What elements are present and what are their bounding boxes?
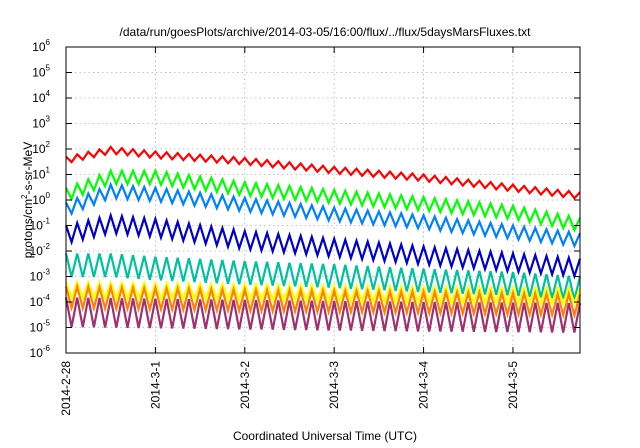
y-tick-label: 10-6 [30,344,51,360]
x-tick-label: 2014-3-4 [417,361,431,409]
series-line-8 [64,297,582,333]
y-tick-label: 106 [32,38,50,54]
y-tick-label: 104 [32,89,50,105]
x-tick-labels: 2014-2-28 2014-3-1 2014-3-2 2014-3-3 2014-3-… [59,361,520,416]
x-tick-label: 2014-3-5 [506,361,520,409]
axis-ticks [65,46,580,354]
x-tick-label: 2014-3-3 [327,361,341,409]
series-line-5 [64,253,582,300]
series-line-7 [64,282,582,320]
x-tick-label: 2014-2-28 [59,361,73,416]
x-tick-label: 2014-3-2 [238,361,252,409]
series-line-6 [64,279,582,307]
series-line-2 [65,167,582,233]
series-line-4 [64,211,582,280]
x-axis-label: Coordinated Universal Time (UTC) [233,429,417,443]
y-tick-label: 102 [32,140,50,156]
series-group [64,145,582,333]
x-tick-label: 2014-3-1 [148,361,162,409]
y-tick-label: 10-3 [30,268,51,284]
y-tick-label: 10-4 [30,293,51,309]
series-line-1 [65,145,581,201]
y-tick-label: 10-5 [30,319,51,335]
y-tick-label: 101 [32,166,50,182]
y-tick-label: 10-2 [30,242,51,258]
y-tick-label: 10-1 [30,217,51,233]
y-axis-label: protons/cm2-s-sr-MeV [20,142,35,258]
chart-title: /data/run/goesPlots/archive/2014-03-05/1… [120,25,532,39]
y-tick-label: 105 [32,64,50,80]
grid [66,47,580,353]
y-tick-label: 103 [32,115,50,131]
series-line-3 [65,181,582,249]
y-tick-label: 100 [32,191,50,207]
y-tick-labels: 10-6 10-5 10-4 10-3 10-2 10-1 100 101 102 103 104 1… [30,38,51,360]
